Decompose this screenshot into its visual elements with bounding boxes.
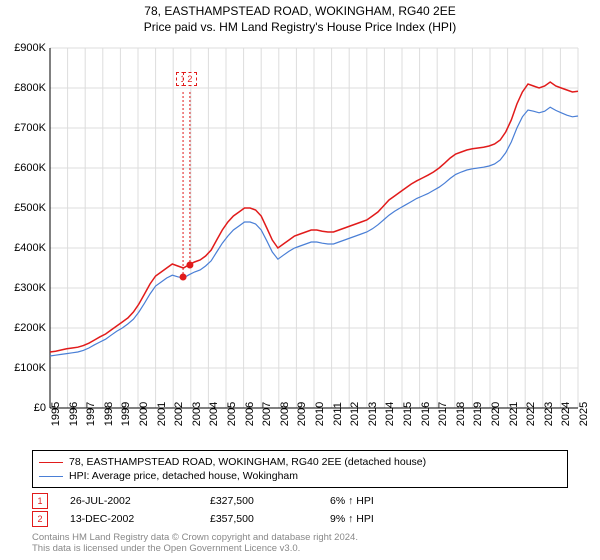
transaction-diff: 9% ↑ HPI <box>330 513 374 525</box>
x-tick-label: 2001 <box>156 402 168 426</box>
y-tick-label: £0 <box>34 402 46 414</box>
transaction-table: 1 26-JUL-2002 £327,500 6% ↑ HPI 2 13-DEC… <box>32 492 374 528</box>
x-tick-label: 2016 <box>420 402 432 426</box>
y-tick-label: £900K <box>14 42 46 54</box>
x-tick-label: 2004 <box>208 402 220 426</box>
legend-row: HPI: Average price, detached house, Woki… <box>39 469 561 483</box>
x-tick-label: 2002 <box>173 402 185 426</box>
x-tick-label: 2014 <box>384 402 396 426</box>
y-tick-label: £500K <box>14 202 46 214</box>
title-block: 78, EASTHAMPSTEAD ROAD, WOKINGHAM, RG40 … <box>0 0 600 35</box>
x-tick-label: 2020 <box>490 402 502 426</box>
transaction-price: £357,500 <box>210 513 330 525</box>
x-tick-label: 2010 <box>314 402 326 426</box>
transaction-diff: 6% ↑ HPI <box>330 495 374 507</box>
x-tick-label: 2025 <box>578 402 590 426</box>
chart-area: £0£100K£200K£300K£400K£500K£600K£700K£80… <box>50 48 578 408</box>
y-tick-label: £400K <box>14 242 46 254</box>
title-line2: Price paid vs. HM Land Registry's House … <box>0 20 600 36</box>
transaction-row: 2 13-DEC-2002 £357,500 9% ↑ HPI <box>32 510 374 528</box>
transaction-date: 13-DEC-2002 <box>70 513 210 525</box>
transaction-marker-1: 1 <box>32 493 48 509</box>
legend-swatch-0 <box>39 462 63 463</box>
y-tick-label: £100K <box>14 362 46 374</box>
x-tick-label: 2017 <box>437 402 449 426</box>
footer-line2: This data is licensed under the Open Gov… <box>32 543 358 554</box>
x-tick-label: 2023 <box>543 402 555 426</box>
x-tick-label: 2012 <box>349 402 361 426</box>
x-tick-label: 2013 <box>367 402 379 426</box>
footer-attribution: Contains HM Land Registry data © Crown c… <box>32 532 358 555</box>
x-tick-label: 2008 <box>279 402 291 426</box>
y-tick-label: £300K <box>14 282 46 294</box>
transaction-marker-2: 2 <box>32 511 48 527</box>
x-tick-label: 2015 <box>402 402 414 426</box>
x-tick-label: 2007 <box>261 402 273 426</box>
x-tick-label: 2019 <box>472 402 484 426</box>
legend-swatch-1 <box>39 476 63 477</box>
y-tick-label: £700K <box>14 122 46 134</box>
x-tick-label: 2018 <box>455 402 467 426</box>
x-tick-label: 2005 <box>226 402 238 426</box>
chart-transaction-marker: 2 <box>183 72 197 86</box>
legend-row: 78, EASTHAMPSTEAD ROAD, WOKINGHAM, RG40 … <box>39 455 561 469</box>
title-line1: 78, EASTHAMPSTEAD ROAD, WOKINGHAM, RG40 … <box>0 4 600 20</box>
x-tick-label: 2011 <box>332 402 344 426</box>
chart-container: 78, EASTHAMPSTEAD ROAD, WOKINGHAM, RG40 … <box>0 0 600 560</box>
x-tick-label: 2009 <box>296 402 308 426</box>
x-tick-label: 2024 <box>560 402 572 426</box>
x-tick-label: 1995 <box>50 402 62 426</box>
y-tick-label: £600K <box>14 162 46 174</box>
transaction-row: 1 26-JUL-2002 £327,500 6% ↑ HPI <box>32 492 374 510</box>
chart-svg <box>50 48 578 408</box>
legend-label-1: HPI: Average price, detached house, Woki… <box>69 469 298 483</box>
x-tick-label: 1999 <box>120 402 132 426</box>
y-tick-label: £800K <box>14 82 46 94</box>
x-tick-label: 2000 <box>138 402 150 426</box>
x-tick-label: 1996 <box>68 402 80 426</box>
x-tick-label: 2021 <box>508 402 520 426</box>
transaction-price: £327,500 <box>210 495 330 507</box>
legend-label-0: 78, EASTHAMPSTEAD ROAD, WOKINGHAM, RG40 … <box>69 455 426 469</box>
x-tick-label: 1998 <box>103 402 115 426</box>
x-tick-label: 2006 <box>244 402 256 426</box>
legend-box: 78, EASTHAMPSTEAD ROAD, WOKINGHAM, RG40 … <box>32 450 568 488</box>
x-tick-label: 1997 <box>85 402 97 426</box>
transaction-date: 26-JUL-2002 <box>70 495 210 507</box>
x-tick-label: 2003 <box>191 402 203 426</box>
y-tick-label: £200K <box>14 322 46 334</box>
x-tick-label: 2022 <box>525 402 537 426</box>
footer-line1: Contains HM Land Registry data © Crown c… <box>32 532 358 543</box>
